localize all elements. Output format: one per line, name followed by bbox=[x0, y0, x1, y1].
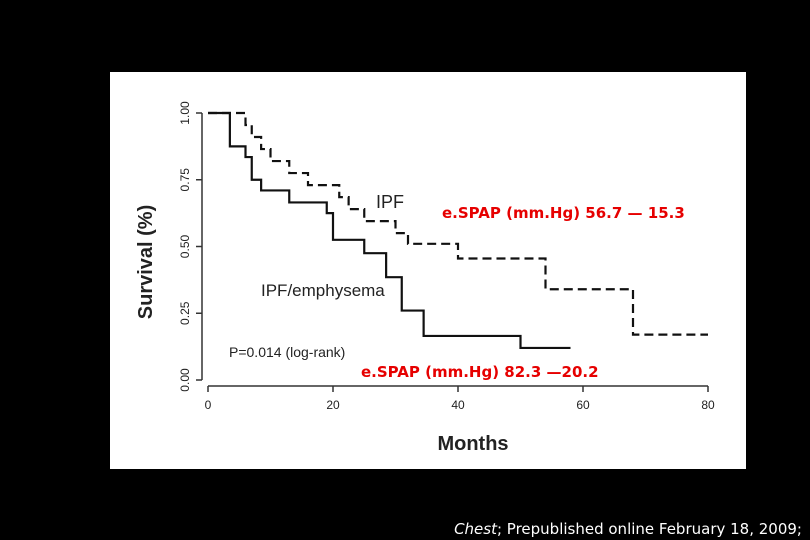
y-tick-label: 0.75 bbox=[178, 168, 192, 192]
series-ipf-emphysema-line bbox=[208, 111, 571, 350]
series-group bbox=[208, 111, 708, 350]
x-tick-label: 60 bbox=[576, 398, 590, 412]
citation-text: ; Prepublished online February 18, 2009; bbox=[496, 520, 802, 538]
x-tick-label: 40 bbox=[451, 398, 465, 412]
x-axis-label: Months bbox=[437, 433, 508, 455]
citation: Chest; Prepublished online February 18, … bbox=[454, 520, 802, 538]
ipf-series-label: IPF bbox=[376, 192, 404, 212]
y-tick-label: 0.00 bbox=[178, 368, 192, 392]
p-value-label: P=0.014 (log-rank) bbox=[229, 344, 345, 360]
series-ipf-line bbox=[208, 111, 708, 336]
citation-journal: Chest bbox=[454, 520, 497, 538]
chart-panel: 0 20 40 60 80 0.00 0.25 0.50 0.75 1.00 Survival (… bbox=[110, 72, 746, 469]
espap-emphysema-annotation: e.SPAP (mm.Hg) 82.3 —20.2 bbox=[361, 363, 599, 381]
x-tick-label: 80 bbox=[701, 398, 715, 412]
y-tick-label: 0.50 bbox=[178, 234, 192, 258]
y-tick-label: 0.25 bbox=[178, 301, 192, 325]
y-axis-label: Survival (%) bbox=[135, 205, 157, 319]
x-tick-label: 0 bbox=[205, 398, 212, 412]
espap-ipf-annotation: e.SPAP (mm.Hg) 56.7 — 15.3 bbox=[442, 204, 685, 222]
survival-chart: 0 20 40 60 80 0.00 0.25 0.50 0.75 1.00 Survival (… bbox=[135, 101, 715, 455]
emphysema-series-label: IPF/emphysema bbox=[261, 281, 385, 300]
y-tick-label: 1.00 bbox=[178, 101, 192, 125]
axes: 0 20 40 60 80 0.00 0.25 0.50 0.75 1.00 bbox=[178, 101, 715, 412]
x-tick-label: 20 bbox=[326, 398, 340, 412]
